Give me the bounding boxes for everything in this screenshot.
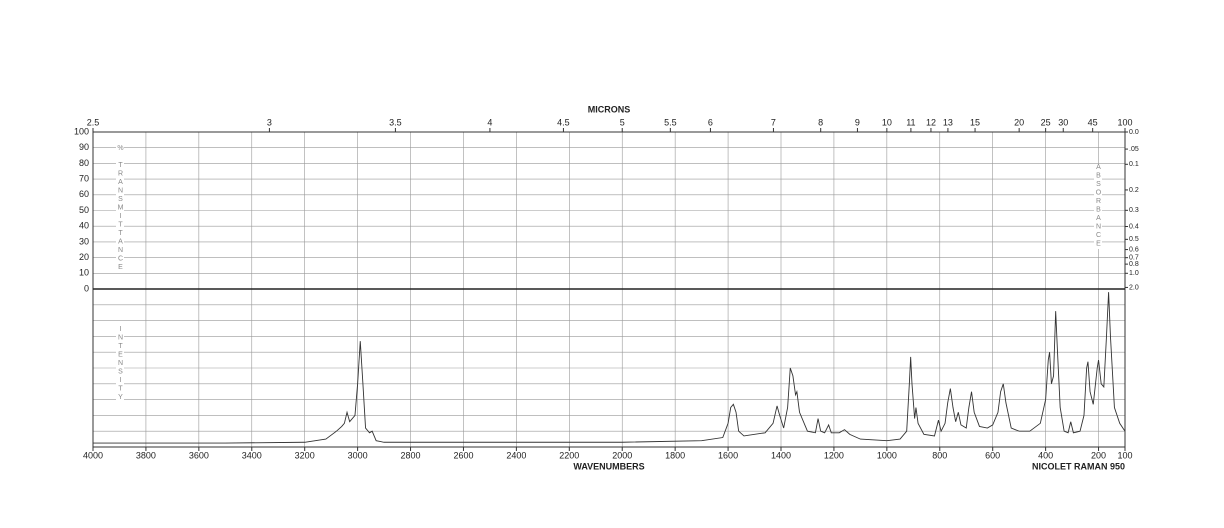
x-tick-label: 600 <box>985 450 1000 460</box>
x2-tick-label: 2.5 <box>87 117 100 127</box>
y2-tick-label: .05 <box>1129 146 1139 153</box>
x-tick-label: 1400 <box>771 450 791 460</box>
x-tick-label: 1000 <box>877 450 897 460</box>
x2-tick-label: 4 <box>487 117 492 127</box>
x2-tick-label: 6 <box>708 117 713 127</box>
y2-tick-label: 0.8 <box>1129 261 1139 268</box>
x2-tick-label: 10 <box>882 117 892 127</box>
x-tick-label: 2000 <box>612 450 632 460</box>
x2-tick-label: 30 <box>1058 117 1068 127</box>
y2-tick-label: 0.5 <box>1129 236 1139 243</box>
y2-tick-label: 0.2 <box>1129 187 1139 194</box>
x-tick-label: 800 <box>932 450 947 460</box>
x-tick-label: 4000 <box>83 450 103 460</box>
x-tick-label: 1600 <box>718 450 738 460</box>
x-tick-label: 100 <box>1117 450 1132 460</box>
x-tick-label: 1800 <box>665 450 685 460</box>
y-tick-label: 80 <box>79 158 89 168</box>
y2-tick-label: 0.1 <box>1129 161 1139 168</box>
x2-tick-label: 45 <box>1088 117 1098 127</box>
y2-axis-title: ABSORBANCE <box>1094 164 1102 249</box>
x-tick-label: 3200 <box>295 450 315 460</box>
x-tick-label: 3600 <box>189 450 209 460</box>
y2-tick-label: 0.0 <box>1129 129 1139 136</box>
y-tick-label: 60 <box>79 189 89 199</box>
y2-tick-label: 1.0 <box>1129 270 1139 277</box>
intensity-axis-title: INTENSITY <box>116 326 124 403</box>
x2-tick-label: 25 <box>1041 117 1051 127</box>
spectrum-line <box>93 292 1126 444</box>
y-tick-label: 50 <box>79 205 89 215</box>
x2-tick-label: 11 <box>906 117 915 127</box>
y-tick-label: 10 <box>79 268 89 278</box>
x2-tick-label: 7 <box>771 117 776 127</box>
x2-tick-label: 8 <box>818 117 823 127</box>
y-axis-title: % TRANSMITTANCE <box>116 145 124 273</box>
y-tick-label: 20 <box>79 252 89 262</box>
y-tick-label: 100 <box>74 126 89 136</box>
x2-tick-label: 3 <box>267 117 272 127</box>
y2-tick-label: 2.0 <box>1129 284 1139 291</box>
y-tick-label: 90 <box>79 142 89 152</box>
y2-tick-label: 0.3 <box>1129 207 1139 214</box>
y-tick-label: 0 <box>84 283 89 293</box>
y-tick-label: 70 <box>79 173 89 183</box>
x-tick-label: 3800 <box>136 450 156 460</box>
x-tick-label: 3400 <box>242 450 262 460</box>
x2-tick-label: 20 <box>1014 117 1024 127</box>
y-tick-label: 30 <box>79 236 89 246</box>
y2-tick-label: 0.7 <box>1129 255 1139 262</box>
y2-tick-label: 0.4 <box>1129 223 1139 230</box>
x-tick-label: 200 <box>1091 450 1106 460</box>
x2-tick-label: 5.5 <box>664 117 677 127</box>
y2-tick-label: 0.6 <box>1129 246 1139 253</box>
x-tick-label: 1200 <box>824 450 844 460</box>
x-tick-label: 2800 <box>401 450 421 460</box>
footer: NICOLET RAMAN 950 <box>1032 461 1125 471</box>
x-tick-label: 2400 <box>506 450 526 460</box>
x2-axis-title: MICRONS <box>588 104 631 114</box>
x-tick-label: 2600 <box>453 450 473 460</box>
x-tick-label: 2200 <box>559 450 579 460</box>
x-tick-label: 3000 <box>348 450 368 460</box>
x2-tick-label: 12 <box>926 117 936 127</box>
y-tick-label: 40 <box>79 221 89 231</box>
x2-tick-label: 9 <box>855 117 860 127</box>
x2-tick-label: 3.5 <box>389 117 402 127</box>
x2-tick-label: 4.5 <box>557 117 570 127</box>
x2-tick-label: 5 <box>620 117 625 127</box>
x-tick-label: 400 <box>1038 450 1053 460</box>
x2-tick-label: 100 <box>1117 117 1132 127</box>
x-axis-title: WAVENUMBERS <box>573 461 644 471</box>
x2-tick-label: 15 <box>970 117 980 127</box>
x2-tick-label: 13 <box>943 117 953 127</box>
